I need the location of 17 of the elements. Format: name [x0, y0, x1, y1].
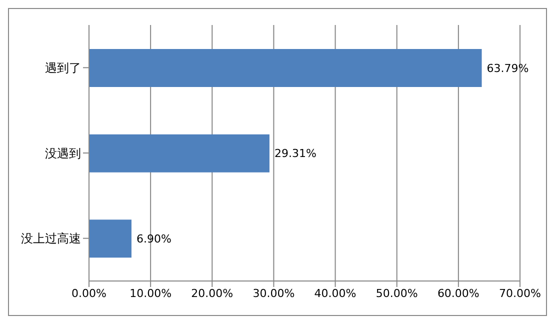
x-tick-label: 50.00%	[376, 286, 418, 300]
x-tick-label: 40.00%	[314, 286, 356, 300]
y-tick-label: 没上过高速	[21, 232, 81, 246]
y-tick-label: 遇到了	[45, 60, 81, 75]
bar	[89, 134, 270, 172]
x-tick-label: 60.00%	[437, 286, 480, 300]
bar	[89, 220, 132, 258]
x-tick-label: 70.00%	[499, 286, 541, 300]
y-tick-label: 没遇到	[45, 146, 81, 160]
x-tick-label: 20.00%	[191, 286, 234, 300]
data-label: 6.90%	[136, 232, 172, 246]
data-label: 63.79%	[486, 62, 529, 75]
x-tick-label: 0.00%	[72, 286, 106, 300]
x-tick-label: 30.00%	[252, 286, 295, 300]
x-tick-label: 10.00%	[130, 286, 172, 300]
data-label: 29.31%	[274, 147, 316, 160]
bar	[89, 49, 482, 87]
